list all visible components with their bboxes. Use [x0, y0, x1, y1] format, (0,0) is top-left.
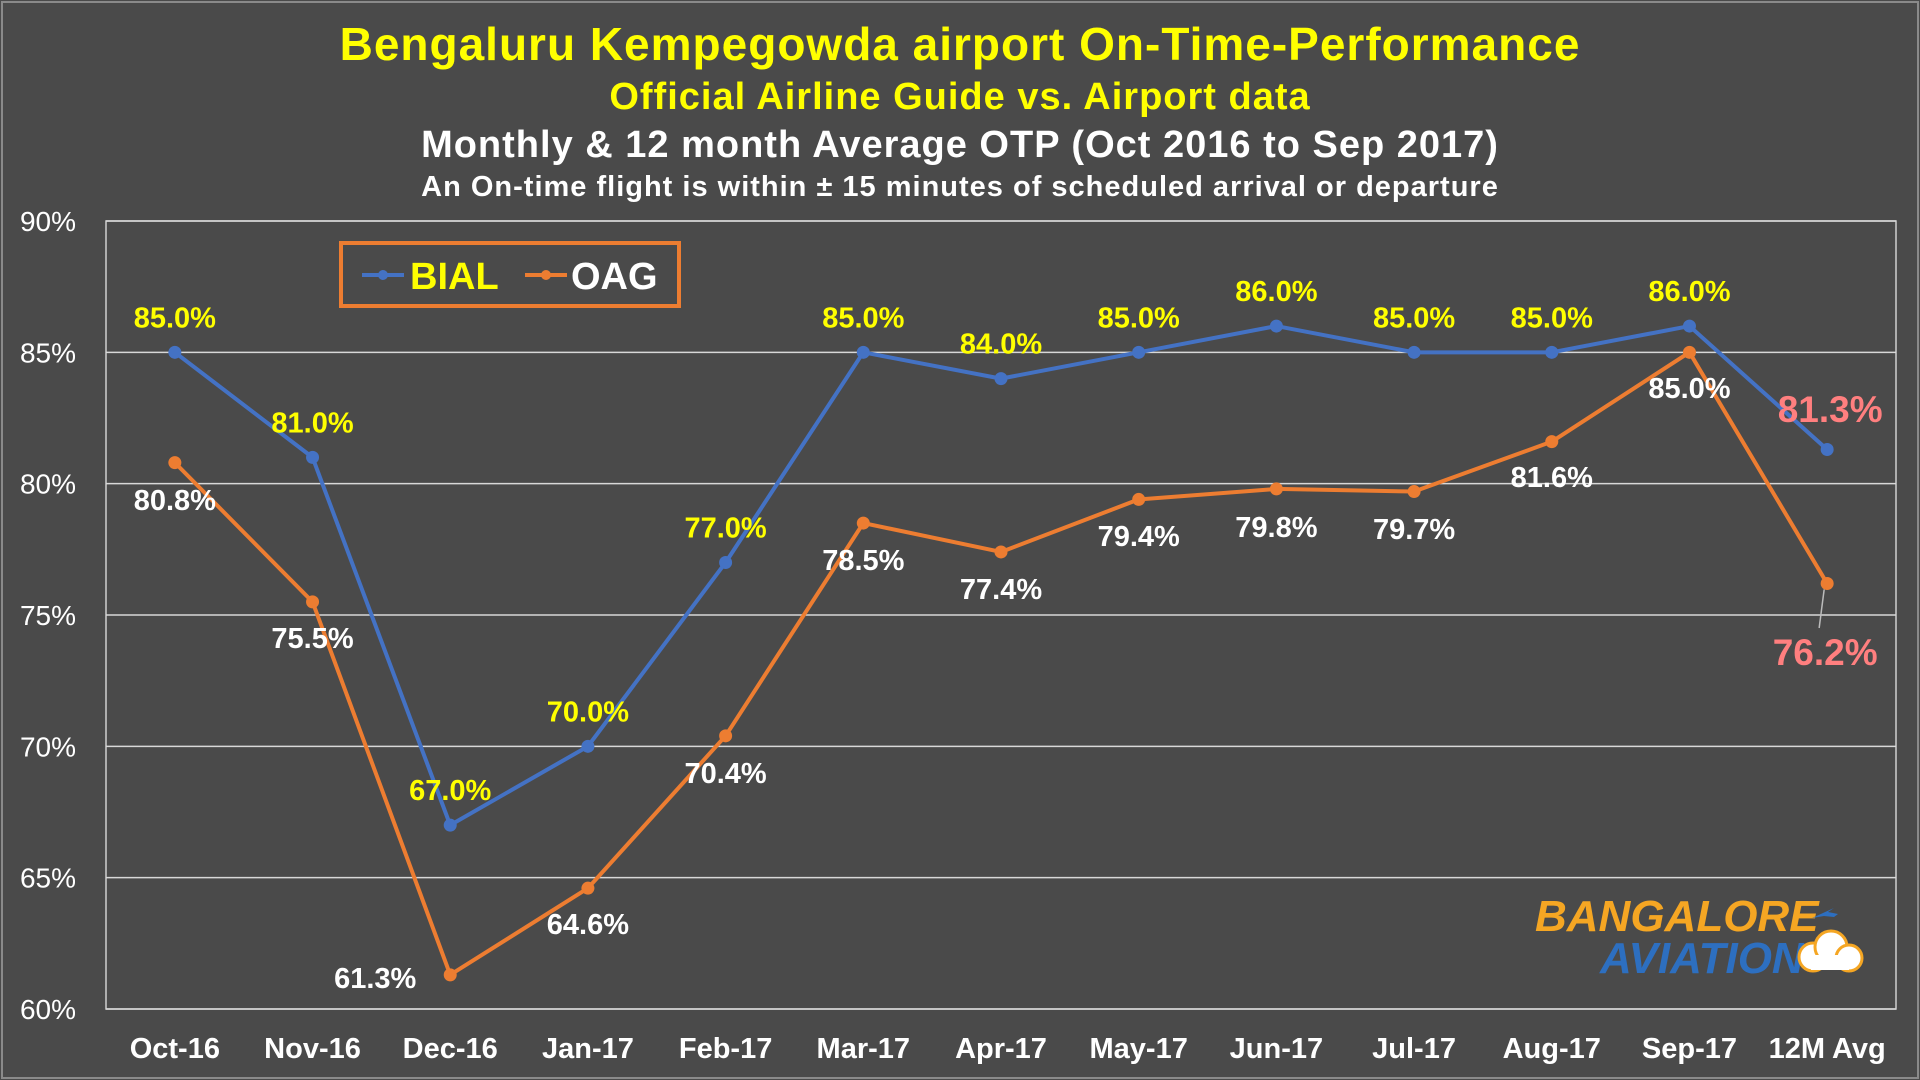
data-point-bial [994, 372, 1008, 386]
avg-label-leader-line [1818, 589, 1825, 629]
data-label-bial: 85.0% [134, 302, 216, 334]
label-layer: 85.0% 81.0% 67.0% 70.0% 77.0% 85.0% 84.0% 85.0%… [134, 276, 1883, 995]
data-point-oag [1682, 345, 1696, 359]
grid-layer [105, 220, 1897, 1010]
chart-subtitle: Official Airline Guide vs. Airport data [609, 76, 1310, 118]
data-point-oag [994, 545, 1008, 559]
data-label-oag: 81.6% [1511, 462, 1593, 494]
legend-bial-label: BIAL [410, 256, 499, 298]
data-point-bial [856, 345, 870, 359]
data-point-bial [719, 555, 733, 569]
x-tick-label: Feb-17 [679, 1033, 772, 1065]
data-label-oag: 79.7% [1373, 514, 1455, 546]
chart-title: Bengaluru Kempegowda airport On-Time-Per… [340, 18, 1581, 70]
data-point-oag [168, 456, 182, 470]
legend-oag-marker [541, 270, 551, 280]
data-label-bial: 86.0% [1235, 276, 1317, 308]
legend: BIAL OAG [339, 241, 681, 308]
data-label-oag: 79.8% [1235, 512, 1317, 544]
y-tick-label: 80% [20, 469, 76, 500]
y-tick-label: 60% [20, 994, 76, 1025]
data-point-oag [443, 968, 457, 982]
y-tick-label: 65% [20, 863, 76, 894]
data-label-bial: 85.0% [1098, 302, 1180, 334]
data-label-oag: 76.2% [1773, 632, 1878, 673]
data-point-oag [856, 516, 870, 530]
data-label-oag: 61.3% [334, 963, 416, 995]
x-tick-label: Sep-17 [1642, 1033, 1737, 1065]
data-label-bial: 81.3% [1778, 389, 1883, 430]
data-label-bial: 85.0% [1373, 302, 1455, 334]
data-point-bial [443, 818, 457, 832]
bangalore-aviation-logo: BANGALORE AVIATION [1535, 892, 1864, 983]
y-tick-label: 70% [20, 731, 76, 762]
data-label-oag: 77.4% [960, 574, 1042, 606]
axis-layer: 60% 65% 70% 75% 80% 85% 90% Oct-16 Nov-16 Dec-16 J… [20, 206, 1886, 1065]
x-tick-label: Jan-17 [542, 1033, 634, 1065]
data-label-oag: 75.5% [271, 623, 353, 655]
data-point-oag [581, 881, 595, 895]
x-tick-label: Apr-17 [955, 1033, 1047, 1065]
data-point-oag [1407, 485, 1421, 499]
cloud-icon [1797, 929, 1864, 973]
data-label-bial: 86.0% [1648, 276, 1730, 308]
data-label-bial: 67.0% [409, 775, 491, 807]
x-tick-label: Dec-16 [403, 1033, 498, 1065]
data-point-bial [581, 739, 595, 753]
data-point-bial [1682, 319, 1696, 333]
y-tick-label: 90% [20, 206, 76, 237]
series-layer [168, 319, 1834, 982]
data-label-bial: 81.0% [271, 407, 353, 439]
data-label-oag: 80.8% [134, 485, 216, 517]
data-label-oag: 79.4% [1098, 521, 1180, 553]
legend-oag-label: OAG [571, 256, 658, 298]
data-point-bial [1545, 345, 1559, 359]
data-point-oag [1132, 492, 1146, 506]
x-tick-label: Jun-17 [1230, 1033, 1323, 1065]
data-point-oag [1545, 435, 1559, 449]
data-label-oag: 78.5% [822, 545, 904, 577]
y-tick-label: 85% [20, 337, 76, 368]
data-point-bial [1820, 443, 1834, 457]
x-tick-label: Oct-16 [130, 1033, 220, 1065]
logo-line2: AVIATION [1599, 934, 1805, 983]
data-point-oag [719, 729, 733, 743]
data-label-oag: 64.6% [547, 909, 629, 941]
y-tick-label: 75% [20, 600, 76, 631]
data-label-oag: 70.4% [684, 758, 766, 790]
logo-line1: BANGALORE [1535, 892, 1820, 941]
plane-icon [1812, 908, 1838, 918]
data-point-oag [1269, 482, 1283, 496]
data-point-bial [168, 345, 182, 359]
data-point-bial [1407, 345, 1421, 359]
x-tick-label: Jul-17 [1372, 1033, 1456, 1065]
data-label-bial: 84.0% [960, 329, 1042, 361]
x-tick-label: Aug-17 [1503, 1033, 1601, 1065]
data-label-bial: 77.0% [684, 512, 766, 544]
legend-bial-marker [378, 270, 388, 280]
x-tick-label: 12M Avg [1769, 1033, 1886, 1065]
data-point-bial [1269, 319, 1283, 333]
chart-subtitle-2: Monthly & 12 month Average OTP (Oct 2016… [421, 124, 1499, 166]
legend-box [339, 241, 681, 308]
data-label-bial: 85.0% [822, 302, 904, 334]
data-point-bial [306, 450, 320, 464]
data-label-bial: 70.0% [547, 696, 629, 728]
data-point-oag [1820, 576, 1834, 590]
chart-subtitle-3: An On-time flight is within ± 15 minutes… [421, 171, 1499, 203]
data-label-oag: 85.0% [1648, 373, 1730, 405]
x-tick-label: Nov-16 [264, 1033, 361, 1065]
data-point-bial [1132, 345, 1146, 359]
data-point-oag [306, 595, 320, 609]
x-tick-label: Mar-17 [817, 1033, 911, 1065]
data-label-bial: 85.0% [1511, 302, 1593, 334]
x-tick-label: May-17 [1090, 1033, 1188, 1065]
